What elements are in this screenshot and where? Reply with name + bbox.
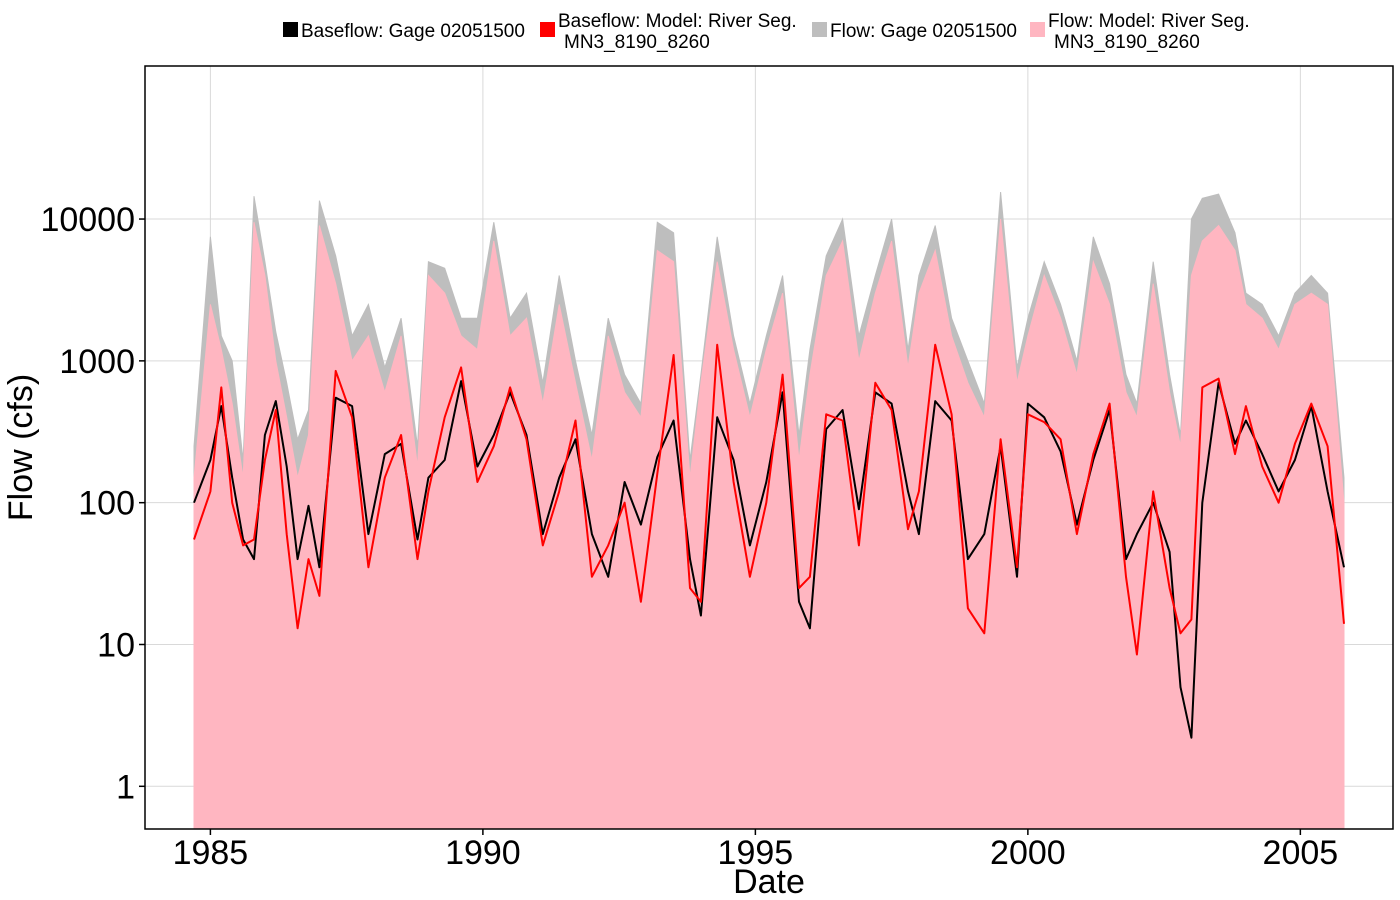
x-tick-label: 1985 — [173, 834, 249, 872]
legend-label: Flow: Model: River Seg. — [1048, 11, 1250, 32]
legend-label: Flow: Gage 02051500 — [830, 21, 1017, 42]
series-area-3 — [193, 218, 1345, 830]
legend-swatch — [812, 22, 827, 37]
legend-swatch — [1030, 22, 1045, 37]
plot-border — [144, 65, 1394, 830]
x-tick-label: 2005 — [1263, 834, 1339, 872]
legend-label: MN3_8190_8260 — [564, 32, 710, 53]
y-tick-label: 10000 — [40, 201, 135, 239]
legend-swatch — [540, 22, 555, 37]
legend-label: Baseflow: Model: River Seg. — [558, 11, 797, 32]
legend: Baseflow: Gage 02051500 Baseflow: Model: … — [283, 11, 1250, 53]
x-tick-label: 1995 — [718, 834, 794, 872]
y-tick-label: 10 — [97, 626, 135, 664]
y-axis-ticks: 1 10 100 1000 10000 — [40, 201, 145, 806]
plot-area — [193, 192, 1345, 830]
x-axis-title: Date — [733, 863, 805, 900]
y-tick-label: 100 — [78, 485, 135, 523]
legend-entry: Flow: Model: River Seg.MN3_8190_8260 — [1030, 11, 1250, 53]
legend-label: Baseflow: Gage 02051500 — [301, 21, 525, 42]
legend-entry: Flow: Gage 02051500 — [812, 21, 1017, 42]
series-line-1 — [193, 343, 1345, 656]
y-tick-label: 1 — [116, 768, 135, 806]
y-tick-label: 1000 — [59, 343, 135, 381]
legend-swatch — [283, 22, 298, 37]
x-tick-label: 1990 — [445, 834, 521, 872]
x-axis-ticks: 1985 1990 1995 2000 2005 — [173, 829, 1339, 872]
x-tick-label: 2000 — [990, 834, 1066, 872]
legend-entry: Baseflow: Model: River Seg.MN3_8190_8260 — [540, 11, 797, 53]
legend-label: MN3_8190_8260 — [1054, 32, 1200, 53]
y-axis-title: Flow (cfs) — [2, 374, 40, 521]
legend-entry: Baseflow: Gage 02051500 — [283, 21, 525, 42]
